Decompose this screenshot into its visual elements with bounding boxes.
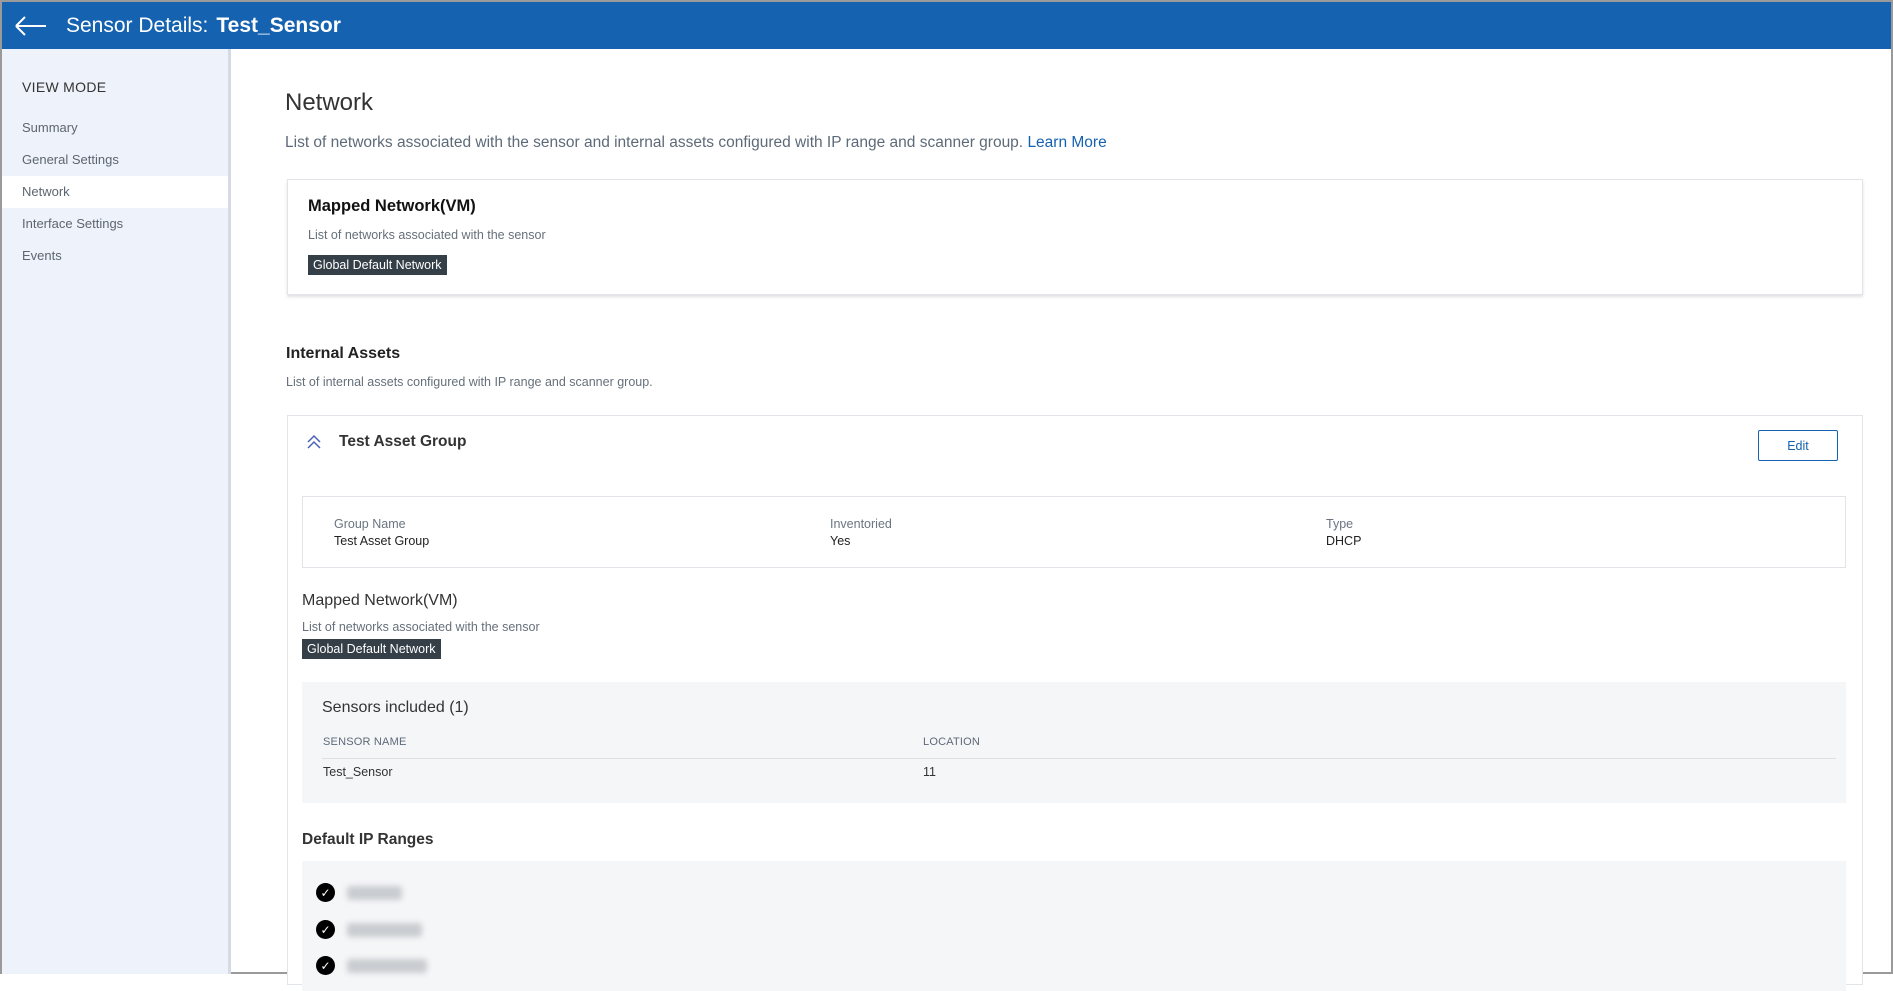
sidebar-item-general-settings[interactable]: General Settings xyxy=(22,152,119,167)
column-header-sensor-name: SENSOR NAME xyxy=(323,736,407,748)
sidebar: VIEW MODE Summary General Settings Netwo… xyxy=(2,49,231,974)
sidebar-heading: VIEW MODE xyxy=(22,79,107,95)
field-value: Test Asset Group xyxy=(334,534,430,548)
redacted-ip xyxy=(347,958,427,973)
field-label: Group Name xyxy=(334,517,406,531)
field-value: Yes xyxy=(830,534,851,548)
ip-range-item: ✓ xyxy=(316,956,427,975)
main-content: Network List of networks associated with… xyxy=(231,49,1891,991)
asset-group-card: Test Asset Group Edit Group Name Test Ass… xyxy=(287,415,1863,991)
field-inventoried: Inventoried Yes xyxy=(830,517,892,548)
redacted-ip xyxy=(347,885,402,900)
sensors-included-title: Sensors included (1) xyxy=(322,699,469,716)
back-arrow-icon[interactable] xyxy=(14,14,48,38)
page-header-title: Sensor Details: Test_Sensor xyxy=(66,14,341,38)
group-mapped-network-title: Mapped Network(VM) xyxy=(302,592,458,609)
asset-group-name: Test Asset Group xyxy=(339,433,467,450)
field-group-name: Group Name Test Asset Group xyxy=(334,517,429,548)
sidebar-item-interface-settings[interactable]: Interface Settings xyxy=(22,216,124,231)
app-header: Sensor Details: Test_Sensor xyxy=(2,2,1891,49)
field-label: Type xyxy=(1326,517,1354,531)
group-info-box: Group Name Test Asset Group Inventoried Ye… xyxy=(302,496,1846,568)
learn-more-link[interactable]: Learn More xyxy=(1027,134,1107,151)
field-value: DHCP xyxy=(1326,534,1362,548)
mapped-network-card: Mapped Network(VM) List of networks asso… xyxy=(287,179,1863,295)
check-icon: ✓ xyxy=(316,956,335,975)
internal-assets-subtitle: List of internal assets configured with … xyxy=(286,375,653,389)
sensors-included-panel: Sensors included (1) SENSOR NAME LOCATIO… xyxy=(302,682,1846,803)
check-icon: ✓ xyxy=(316,920,335,939)
edit-button[interactable]: Edit xyxy=(1758,430,1838,461)
table-divider xyxy=(322,758,1836,759)
column-header-location: LOCATION xyxy=(923,736,981,748)
internal-assets-title: Internal Assets xyxy=(286,345,401,362)
page-description: List of networks associated with the sen… xyxy=(285,134,1107,152)
collapse-chevron-icon[interactable] xyxy=(306,433,322,451)
page-title: Network xyxy=(285,89,374,116)
group-network-tag: Global Default Network xyxy=(302,639,441,659)
header-prefix: Sensor Details: xyxy=(66,13,209,37)
sidebar-item-events[interactable]: Events xyxy=(22,248,62,263)
field-label: Inventoried xyxy=(830,517,892,531)
sensor-name-cell: Test_Sensor xyxy=(323,765,393,779)
default-ip-ranges-title: Default IP Ranges xyxy=(302,831,434,848)
network-tag: Global Default Network xyxy=(308,255,447,275)
mapped-network-title: Mapped Network(VM) xyxy=(308,197,476,215)
ip-ranges-panel: ✓ ✓ ✓ xyxy=(302,861,1846,991)
mapped-network-subtitle: List of networks associated with the sen… xyxy=(308,228,546,242)
check-icon: ✓ xyxy=(316,883,335,902)
redacted-ip xyxy=(347,922,422,937)
description-text: List of networks associated with the sen… xyxy=(285,134,1024,151)
sensor-location-cell: 11 xyxy=(923,765,936,779)
sidebar-item-network[interactable]: Network xyxy=(2,176,228,208)
ip-range-item: ✓ xyxy=(316,883,402,902)
ip-range-item: ✓ xyxy=(316,920,422,939)
sidebar-item-summary[interactable]: Summary xyxy=(22,120,78,135)
header-sensor-name: Test_Sensor xyxy=(216,13,341,37)
group-mapped-network-subtitle: List of networks associated with the sen… xyxy=(302,620,540,634)
field-type: Type DHCP xyxy=(1326,517,1361,548)
